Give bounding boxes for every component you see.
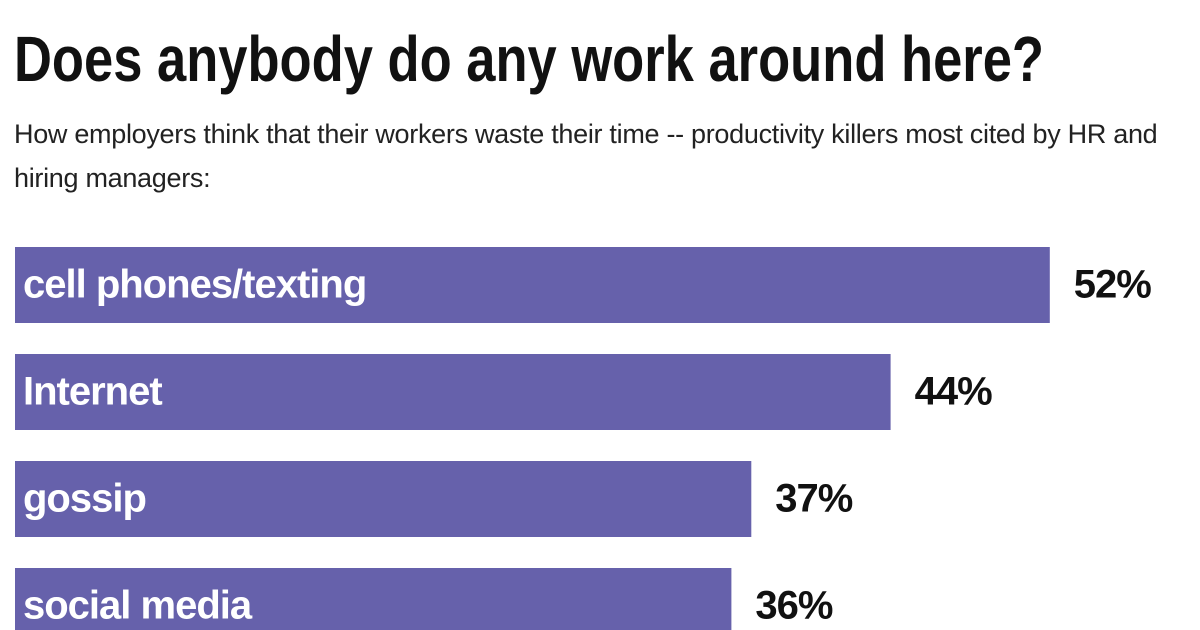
bar [15,568,732,630]
value-label: 52% [1074,263,1151,307]
bar [15,247,1050,323]
bar-category-label: social media [23,584,253,628]
value-label: 36% [755,584,832,628]
bar [15,354,891,430]
chart-title: Does anybody do any work around here? [14,23,1044,95]
bar-category-label: cell phones/texting [23,263,366,307]
bar-category-label: Internet [23,370,162,414]
value-label: 37% [775,477,852,521]
chart-subtitle: How employers think that their workers w… [14,119,1158,193]
bar-category-label: gossip [23,477,146,521]
value-label: 44% [915,370,992,414]
bar [15,461,752,537]
